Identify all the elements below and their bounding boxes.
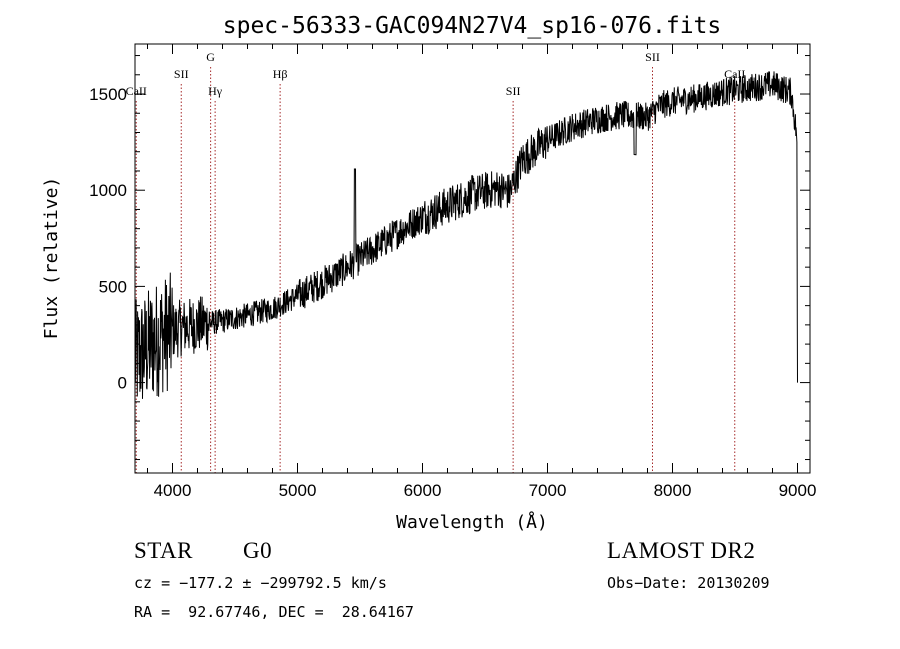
- x-tick-label: 7000: [529, 481, 567, 500]
- spectral-line-label: Hβ: [273, 67, 288, 81]
- y-tick-label: 1000: [89, 181, 127, 200]
- survey-name: LAMOST DR2: [607, 538, 756, 563]
- spectral-line-label: SII: [645, 50, 660, 64]
- spectrum-line: [134, 71, 798, 399]
- redshift-info: cz = −177.2 ± −299792.5 km/s: [134, 574, 387, 592]
- x-tick-label: 9000: [779, 481, 817, 500]
- plot-frame: [134, 43, 811, 474]
- spectral-line-label: Hγ: [208, 84, 223, 98]
- x-axis-label: Wavelength (Å): [396, 511, 548, 533]
- spectral-line-label: SII: [506, 84, 521, 98]
- spectral-line-label: G: [206, 50, 215, 64]
- y-tick-label: 1500: [89, 85, 127, 104]
- chart-title: spec-56333-GAC094N27V4_sp16-076.fits: [223, 13, 722, 39]
- observation-date: Obs−Date: 20130209: [607, 574, 770, 592]
- plot-border: [134, 43, 811, 474]
- coordinates: RA = 92.67746, DEC = 28.64167: [134, 603, 414, 621]
- x-tick-label: 6000: [404, 481, 442, 500]
- axis-ticks: 4000 5000 6000 7000 8000 9000 0 500 1000 1500: [89, 44, 816, 500]
- x-tick-label: 8000: [654, 481, 692, 500]
- y-axis-label: Flux (relative): [41, 177, 62, 340]
- y-tick-label: 500: [99, 277, 127, 296]
- spectral-line-label: CaII: [126, 84, 147, 98]
- y-tick-label: 0: [118, 374, 127, 393]
- x-tick-label: 4000: [154, 481, 192, 500]
- x-tick-label: 5000: [279, 481, 317, 500]
- spectrum-series: [134, 71, 798, 399]
- spectral-line-label: SII: [174, 67, 189, 81]
- object-class: STAR: [134, 538, 193, 563]
- object-subclass: G0: [243, 538, 273, 563]
